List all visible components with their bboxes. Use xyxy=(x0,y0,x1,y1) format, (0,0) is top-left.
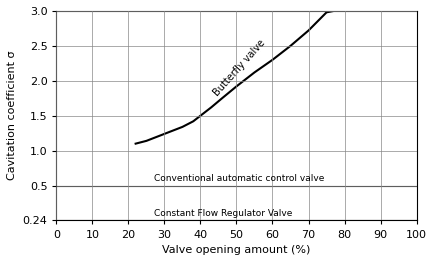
Y-axis label: Cavitation coefficient σ: Cavitation coefficient σ xyxy=(7,51,17,181)
Text: Conventional automatic control valve: Conventional automatic control valve xyxy=(154,174,324,183)
X-axis label: Valve opening amount (%): Valve opening amount (%) xyxy=(162,245,311,255)
Text: Constant Flow Regulator Valve: Constant Flow Regulator Valve xyxy=(154,209,292,218)
Text: Butterfly valve: Butterfly valve xyxy=(211,38,267,98)
